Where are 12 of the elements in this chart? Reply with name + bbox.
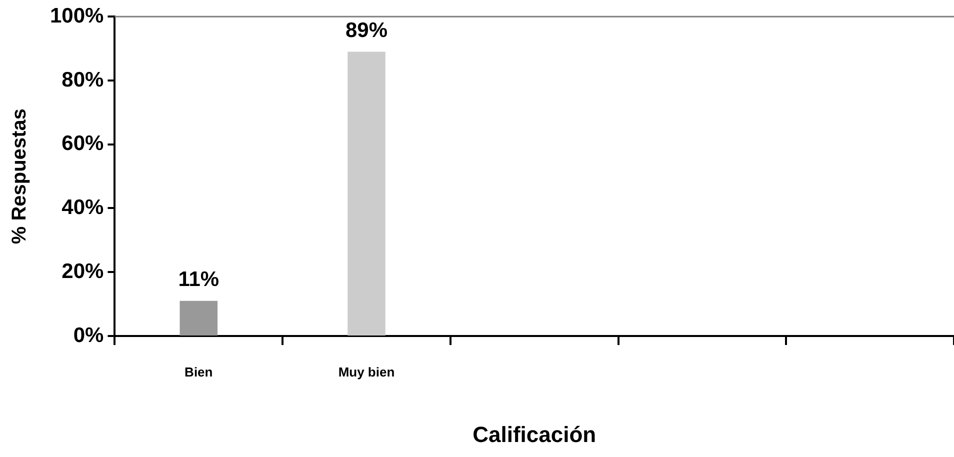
- data-label: 89%: [345, 19, 388, 42]
- y-tick-label: 80%: [62, 68, 104, 92]
- y-tick-label: 40%: [62, 196, 104, 220]
- y-tick-label: 20%: [62, 260, 104, 283]
- x-tick-label: Bien: [184, 364, 213, 380]
- data-label: 11%: [178, 268, 220, 292]
- x-axis-title: Calificación: [472, 422, 596, 447]
- y-axis-title: % Respuestas: [8, 108, 31, 244]
- x-tick-label: Muy bien: [338, 364, 395, 380]
- y-tick-label: 0%: [73, 324, 104, 347]
- y-tick-label: 60%: [62, 132, 104, 156]
- y-tick-label: 100%: [50, 4, 104, 28]
